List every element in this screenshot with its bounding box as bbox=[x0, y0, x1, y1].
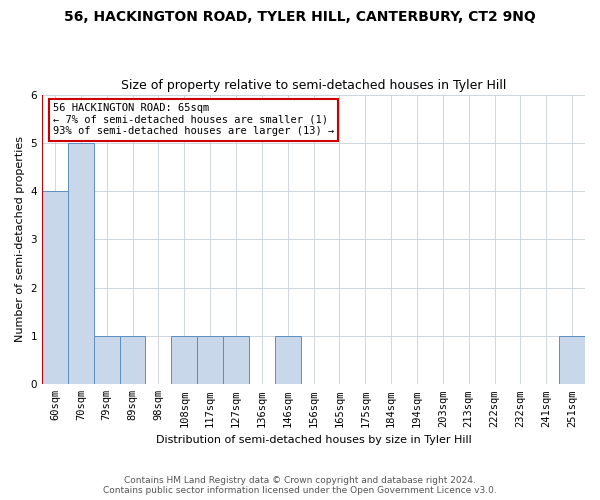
Y-axis label: Number of semi-detached properties: Number of semi-detached properties bbox=[15, 136, 25, 342]
Text: 56 HACKINGTON ROAD: 65sqm
← 7% of semi-detached houses are smaller (1)
93% of se: 56 HACKINGTON ROAD: 65sqm ← 7% of semi-d… bbox=[53, 103, 334, 136]
Bar bbox=[119, 336, 145, 384]
Bar bbox=[197, 336, 223, 384]
Bar bbox=[68, 143, 94, 384]
Title: Size of property relative to semi-detached houses in Tyler Hill: Size of property relative to semi-detach… bbox=[121, 79, 506, 92]
Text: Contains HM Land Registry data © Crown copyright and database right 2024.
Contai: Contains HM Land Registry data © Crown c… bbox=[103, 476, 497, 495]
Bar bbox=[42, 191, 68, 384]
X-axis label: Distribution of semi-detached houses by size in Tyler Hill: Distribution of semi-detached houses by … bbox=[155, 435, 472, 445]
Bar bbox=[94, 336, 119, 384]
Bar bbox=[559, 336, 585, 384]
Text: 56, HACKINGTON ROAD, TYLER HILL, CANTERBURY, CT2 9NQ: 56, HACKINGTON ROAD, TYLER HILL, CANTERB… bbox=[64, 10, 536, 24]
Bar bbox=[223, 336, 249, 384]
Bar bbox=[172, 336, 197, 384]
Bar bbox=[275, 336, 301, 384]
